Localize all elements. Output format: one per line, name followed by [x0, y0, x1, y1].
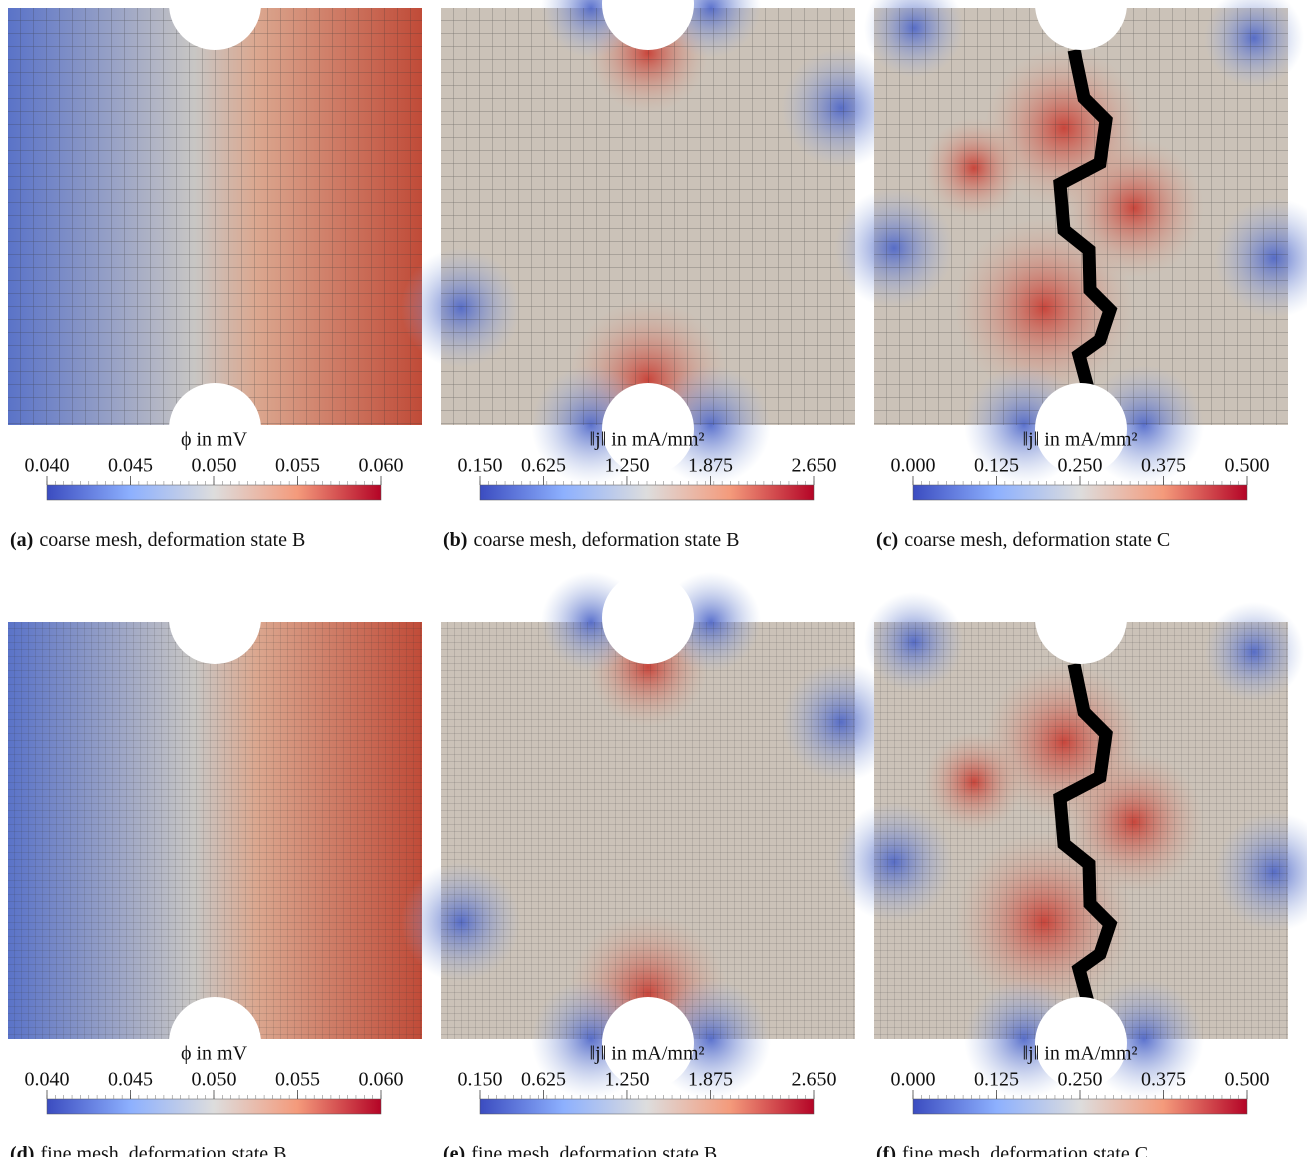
- tick-label: 1.875: [688, 455, 733, 477]
- tick-label: 0.375: [1141, 1069, 1186, 1091]
- tick-label: 0.375: [1141, 455, 1186, 477]
- tick-label: 0.000: [891, 1069, 936, 1091]
- panel: ‖j‖ in mA/mm² 0.150 0.625 1.250 1.875 2.650 (b…: [401, 0, 901, 551]
- tick-label: 0.060: [359, 1069, 404, 1091]
- tick-label: 0.150: [458, 455, 503, 477]
- caption: (f) fine mesh, deformation state C: [876, 1143, 1148, 1157]
- figure: ϕ in mV 0.040 0.045 0.050 0.055 0.060 (a) coars…: [0, 0, 1307, 1157]
- panel: ‖j‖ in mA/mm² 0.000 0.125 0.250 0.375 0.500 (c…: [834, 0, 1307, 551]
- caption: (c) coarse mesh, deformation state C: [876, 529, 1170, 551]
- colorbar-title: ‖j‖ in mA/mm²: [589, 1043, 704, 1065]
- tick-label: 0.040: [25, 455, 70, 477]
- colorbar: [480, 1099, 814, 1114]
- colorbar-title: ‖j‖ in mA/mm²: [589, 429, 704, 451]
- tick-label: 0.150: [458, 1069, 503, 1091]
- tick-label: 2.650: [792, 1069, 837, 1091]
- tick-label: 0.040: [25, 1069, 70, 1091]
- caption-text: coarse mesh, deformation state B: [39, 529, 305, 551]
- colorbar-title: ‖j‖ in mA/mm²: [1022, 429, 1137, 451]
- colorbar: [47, 1099, 381, 1114]
- caption-text: fine mesh, deformation state B: [471, 1143, 717, 1157]
- caption: (d) fine mesh, deformation state B: [10, 1143, 287, 1157]
- notch: [602, 572, 694, 664]
- tick-label: 0.060: [359, 455, 404, 477]
- tick-label: 0.625: [521, 455, 566, 477]
- panel: ϕ in mV 0.040 0.045 0.050 0.055 0.060 (d) fine …: [8, 572, 422, 1157]
- caption-label: (f): [876, 1143, 896, 1157]
- tick-label: 0.045: [108, 1069, 153, 1091]
- colorbar: [47, 485, 381, 500]
- mesh-grid: [441, 622, 855, 1039]
- mesh-grid: [441, 8, 855, 425]
- tick-label: 0.000: [891, 455, 936, 477]
- tick-label: 0.625: [521, 1069, 566, 1091]
- caption-label: (e): [443, 1143, 465, 1157]
- notch: [169, 572, 261, 664]
- tick-label: 0.250: [1058, 1069, 1103, 1091]
- tick-label: 2.650: [792, 455, 837, 477]
- caption-label: (c): [876, 529, 898, 551]
- tick-label: 0.500: [1225, 455, 1270, 477]
- caption-label: (d): [10, 1143, 34, 1157]
- tick-label: 1.250: [604, 1069, 649, 1091]
- panel: ‖j‖ in mA/mm² 0.150 0.625 1.250 1.875 2.650 (e…: [401, 572, 901, 1157]
- caption: (a) coarse mesh, deformation state B: [10, 529, 305, 551]
- colorbar-title: ϕ in mV: [181, 1043, 248, 1065]
- caption-text: coarse mesh, deformation state C: [904, 529, 1170, 551]
- tick-label: 0.125: [974, 1069, 1019, 1091]
- colorbar: [913, 1099, 1247, 1114]
- panel: ‖j‖ in mA/mm² 0.000 0.125 0.250 0.375 0.500 (f…: [834, 572, 1307, 1157]
- colorbar: [480, 485, 814, 500]
- caption-label: (a): [10, 529, 33, 551]
- tick-label: 0.055: [275, 1069, 320, 1091]
- tick-label: 0.055: [275, 455, 320, 477]
- tick-label: 0.045: [108, 455, 153, 477]
- caption: (e) fine mesh, deformation state B: [443, 1143, 717, 1157]
- caption: (b) coarse mesh, deformation state B: [443, 529, 739, 551]
- colorbar-title: ϕ in mV: [181, 429, 248, 451]
- tick-label: 0.125: [974, 455, 1019, 477]
- notch: [1035, 572, 1127, 664]
- colorbar: [913, 485, 1247, 500]
- mesh-grid: [8, 622, 422, 1039]
- caption-label: (b): [443, 529, 467, 551]
- panel: ϕ in mV 0.040 0.045 0.050 0.055 0.060 (a) coars…: [8, 0, 422, 551]
- tick-label: 0.250: [1058, 455, 1103, 477]
- tick-label: 1.875: [688, 1069, 733, 1091]
- tick-label: 0.050: [192, 455, 237, 477]
- tick-label: 1.250: [604, 455, 649, 477]
- caption-text: fine mesh, deformation state C: [902, 1143, 1148, 1157]
- mesh-grid: [8, 8, 422, 425]
- colorbar-title: ‖j‖ in mA/mm²: [1022, 1043, 1137, 1065]
- tick-label: 0.050: [192, 1069, 237, 1091]
- caption-text: fine mesh, deformation state B: [40, 1143, 286, 1157]
- caption-text: coarse mesh, deformation state B: [473, 529, 739, 551]
- tick-label: 0.500: [1225, 1069, 1270, 1091]
